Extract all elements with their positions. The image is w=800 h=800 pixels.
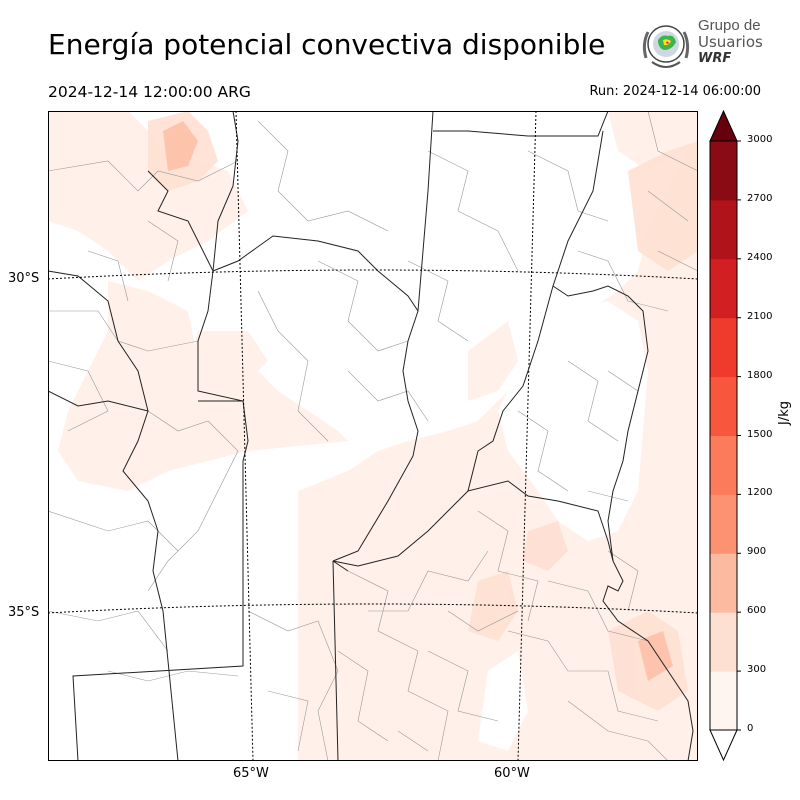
colorbar-tick-label: 600: [747, 605, 767, 617]
lon-label-65w: 65°W: [233, 766, 269, 781]
colorbar-under-arrow: [709, 729, 738, 762]
run-time: Run: 2024-12-14 06:00:00: [589, 84, 761, 99]
cape-zero-areas: [478, 301, 648, 751]
colorbar-segment: [710, 317, 737, 378]
colorbar-segment: [710, 494, 737, 554]
colorbar-tick-label: 2400: [747, 251, 773, 263]
colorbar-tick-label: 1200: [747, 487, 773, 499]
colorbar-segment: [710, 199, 737, 260]
lon-label-60w: 60°W: [494, 766, 530, 781]
logo-line-1: Grupo de: [698, 17, 761, 34]
colorbar-unit: J/kg: [777, 401, 792, 425]
colorbar-tick-label: 3000: [747, 134, 773, 145]
map-canvas: [48, 111, 698, 761]
colorbar-over-arrow: [709, 109, 738, 142]
graticule: [48, 111, 698, 761]
colorbar-tick-label: 2700: [747, 192, 773, 204]
colorbar-segment: [710, 141, 737, 201]
cape-map: [48, 111, 698, 761]
cape-shading-low: [48, 111, 698, 761]
colorbar-tick-label: 1500: [747, 428, 773, 440]
logo-line-3: WRF: [698, 51, 732, 66]
colorbar: [700, 109, 770, 765]
colorbar-tick-label: 0: [747, 723, 754, 734]
colorbar-tick-label: 300: [747, 664, 767, 676]
lat-label-30s: 30°S: [8, 271, 40, 286]
colorbar-tick-label: 900: [747, 546, 767, 558]
colorbar-segment: [710, 671, 737, 731]
colorbar-segment: [710, 612, 737, 672]
colorbar-segment: [710, 553, 737, 613]
wrf-globe-logo-icon: [642, 25, 690, 68]
logo: Grupo de Usuarios WRF: [638, 14, 763, 76]
map-title: Energía potencial convectiva disponible: [48, 28, 606, 61]
department-boundaries: [48, 111, 698, 761]
colorbar-segment: [710, 376, 737, 436]
colorbar-segment: [710, 435, 737, 495]
lat-label-35s: 35°S: [8, 605, 40, 620]
logo-line-2: Usuarios: [698, 33, 763, 51]
cape-shading-high: [163, 121, 673, 681]
colorbar-tick-label: 1800: [747, 369, 773, 381]
colorbar-graphic: [709, 109, 741, 762]
map-frame: [48, 111, 698, 761]
valid-time: 2024-12-14 12:00:00 ARG: [48, 83, 251, 101]
colorbar-segment: [710, 258, 737, 319]
colorbar-tick-label: 2100: [747, 310, 773, 322]
